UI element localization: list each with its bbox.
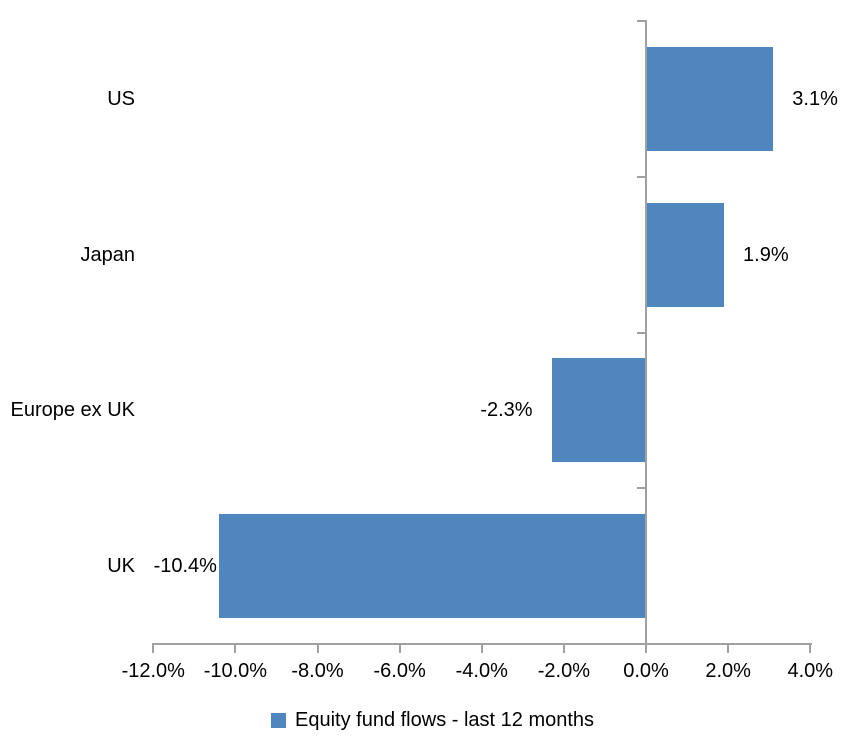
x-axis-tick <box>480 644 483 653</box>
x-axis-tick <box>727 644 730 653</box>
x-axis-tick-label: 2.0% <box>705 660 751 682</box>
category-label-us: US <box>107 87 135 110</box>
value-label-us: 3.1% <box>792 87 838 110</box>
legend-label: Equity fund flows - last 12 months <box>295 709 595 731</box>
category-label-japan: Japan <box>80 243 136 266</box>
x-axis-tick-label: 4.0% <box>787 660 834 682</box>
category-label-europe-ex-uk: Europe ex UK <box>10 399 135 422</box>
x-axis-tick <box>234 644 237 653</box>
y-axis-tick <box>637 20 646 22</box>
x-axis-tick-label: -4.0% <box>455 660 508 682</box>
x-axis-tick <box>809 644 812 653</box>
x-axis-tick <box>562 644 565 653</box>
y-axis-tick <box>637 331 646 334</box>
bar-uk <box>218 514 646 619</box>
x-axis-tick <box>152 644 155 653</box>
x-axis-tick <box>645 644 647 653</box>
x-axis-line <box>152 643 812 645</box>
value-label-europe-ex-uk: -2.3% <box>480 399 533 422</box>
y-axis-tick <box>637 175 646 178</box>
bar-us <box>646 46 774 151</box>
x-axis-tick-label: -12.0% <box>121 660 185 682</box>
value-label-japan: 1.9% <box>743 243 789 266</box>
legend-marker-icon <box>271 712 286 728</box>
value-label-uk: -10.4% <box>153 555 217 578</box>
bar-europe-ex-uk <box>551 358 646 463</box>
x-axis-tick <box>316 644 319 653</box>
y-axis-tick <box>637 487 646 490</box>
bar-japan <box>646 202 725 307</box>
x-axis-tick-label: -6.0% <box>373 660 426 682</box>
x-axis-tick-label: -2.0% <box>537 660 590 682</box>
legend: Equity fund flows - last 12 months <box>271 707 594 733</box>
x-axis-tick-label: -10.0% <box>203 660 268 682</box>
y-axis-line <box>645 20 647 645</box>
category-label-uk: UK <box>107 555 135 578</box>
x-axis-tick <box>398 644 401 653</box>
x-axis-tick-label: 0.0% <box>623 660 669 682</box>
x-axis-tick-label: -8.0% <box>291 660 344 682</box>
